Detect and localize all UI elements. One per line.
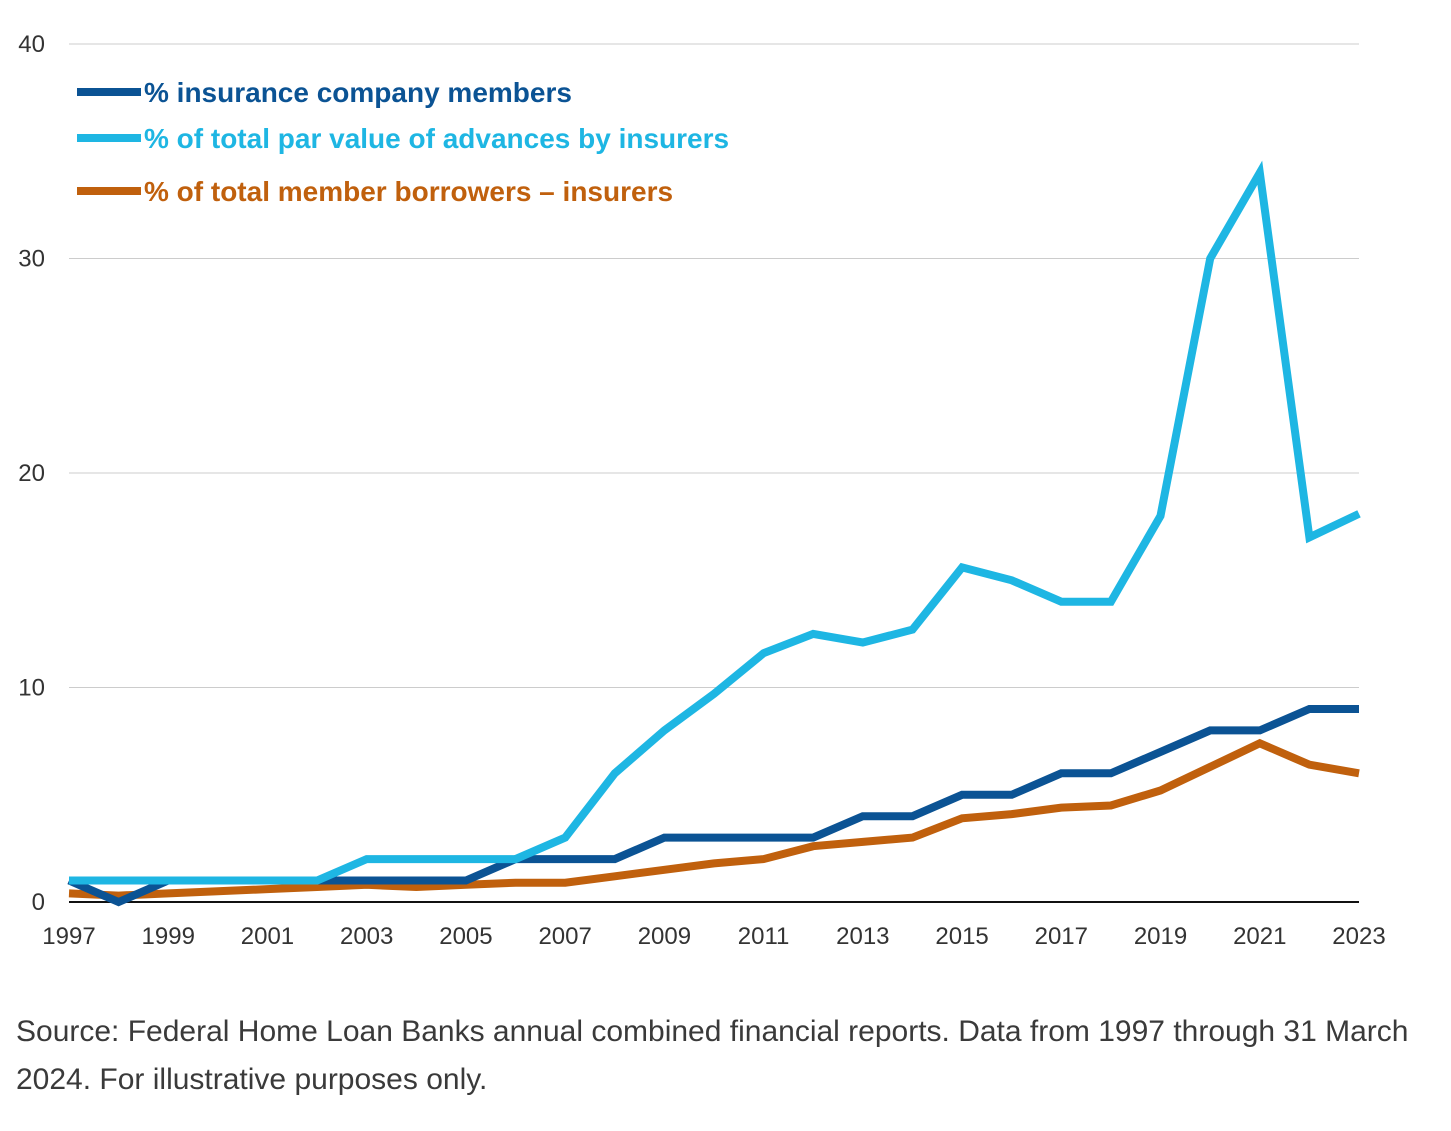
legend: % insurance company members % of total pa… (77, 77, 729, 207)
x-tick-label: 2019 (1134, 923, 1187, 950)
series-lines (67, 160, 1361, 907)
x-tick-label: 2005 (439, 923, 492, 950)
y-tick-label: 10 (18, 675, 45, 702)
x-tick-label: 2007 (538, 923, 591, 950)
legend-label: % of total par value of advances by insu… (144, 123, 729, 154)
x-tick-label: 1997 (42, 923, 95, 950)
series-line-1 (69, 160, 1361, 885)
x-tick-label: 2023 (1332, 923, 1385, 950)
x-tick-label: 2013 (836, 923, 889, 950)
x-tick-label: 2011 (738, 923, 790, 950)
line-chart: 0 10 20 30 40 1997 1999 2001 2003 2005 2007 2009 20… (18, 31, 1385, 950)
x-tick-label: 2001 (241, 923, 294, 950)
y-axis-ticks: 0 10 20 30 40 (18, 31, 45, 916)
x-tick-label: 1999 (142, 923, 195, 950)
series-line-0 (67, 705, 1359, 907)
series-line-2 (68, 738, 1360, 900)
x-tick-label: 2021 (1233, 923, 1286, 950)
x-axis-ticks: 1997 1999 2001 2003 2005 2007 2009 2011 2013 2015… (42, 923, 1385, 950)
source-note: Source: Federal Home Loan Banks annual c… (16, 1015, 1409, 1096)
gridlines (69, 43, 1359, 903)
legend-label: % insurance company members (144, 77, 572, 108)
y-tick-label: 0 (32, 889, 45, 916)
legend-label: % of total member borrowers – insurers (144, 176, 673, 207)
y-tick-label: 40 (18, 31, 45, 58)
x-tick-label: 2017 (1035, 923, 1088, 950)
y-tick-label: 30 (18, 246, 45, 273)
y-tick-label: 20 (18, 460, 45, 487)
x-tick-label: 2003 (340, 923, 393, 950)
x-tick-label: 2015 (935, 923, 988, 950)
x-tick-label: 2009 (638, 923, 691, 950)
